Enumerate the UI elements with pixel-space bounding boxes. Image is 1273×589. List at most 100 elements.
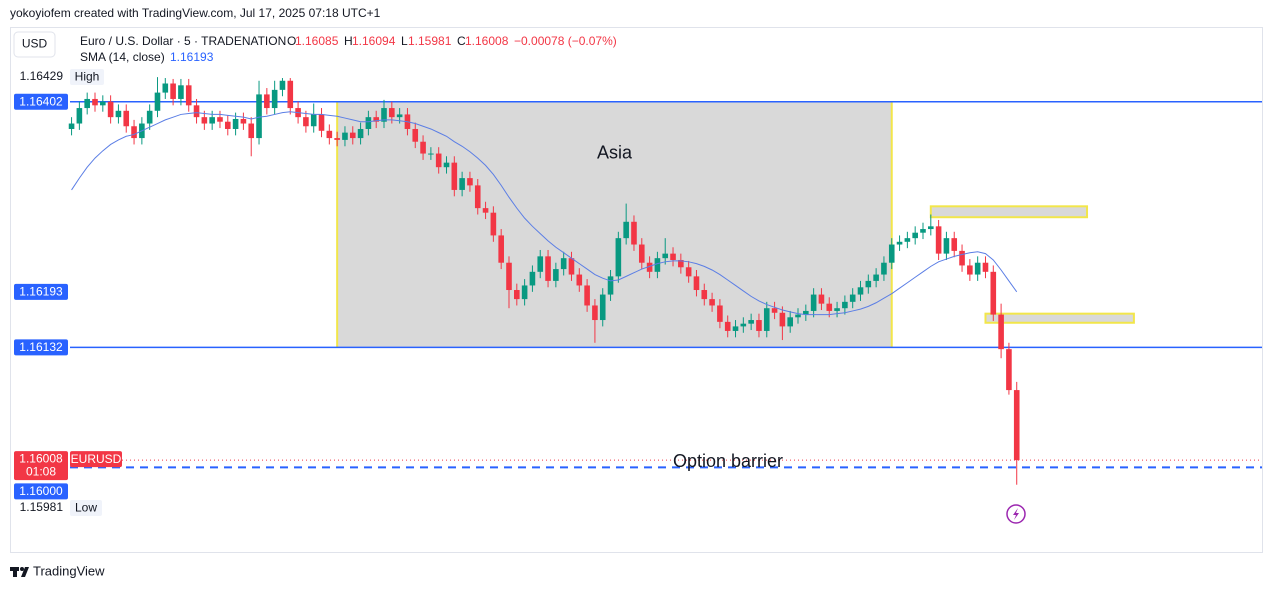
candle-body — [935, 226, 942, 254]
candle-body — [670, 253, 676, 260]
candle-body — [185, 85, 192, 106]
candle-body — [779, 312, 786, 327]
high-value: 1.16429 — [20, 69, 64, 83]
candle-body — [685, 267, 692, 277]
candle-body — [951, 238, 958, 251]
alert-icon[interactable] — [1006, 504, 1026, 524]
low-value: 1.15981 — [20, 500, 64, 514]
symbol-tag-bg — [70, 451, 122, 468]
credit: yokoyiofem created with TradingView.com,… — [10, 6, 381, 20]
candle-body — [560, 258, 567, 270]
price-line-tag: 1.16132 — [19, 340, 63, 354]
candle-body — [803, 310, 809, 315]
candle-body — [498, 235, 504, 263]
candle-body — [654, 258, 661, 272]
price-line-tag: 1.16402 — [19, 94, 63, 108]
candle-body — [84, 98, 90, 109]
candle-body — [357, 128, 364, 139]
candle-body — [490, 212, 497, 236]
candle-body — [1006, 349, 1012, 391]
candle-body — [76, 108, 83, 124]
sma-tag-bg — [14, 283, 68, 300]
candle-body — [224, 121, 231, 129]
ohlc-value: 1.15981 — [408, 34, 452, 48]
price-line-tag: 1.16000 — [19, 484, 63, 498]
candle-body — [592, 305, 598, 321]
candle-body — [521, 285, 528, 300]
candle-body — [435, 153, 442, 168]
brand-logo — [10, 567, 29, 577]
candle-body — [310, 114, 317, 127]
candle-body — [943, 238, 950, 254]
candle-body — [693, 276, 700, 291]
ohlc-value: 1.16085 — [295, 34, 339, 48]
currency-button[interactable] — [13, 31, 56, 58]
candle-body — [537, 256, 544, 272]
symbol-tag: EURUSD — [71, 452, 122, 466]
candle-body — [724, 321, 731, 331]
candle-body — [115, 110, 122, 118]
ohlc-label: O — [287, 34, 296, 48]
candle-body — [287, 80, 294, 109]
candle-body — [974, 262, 981, 275]
series-layer — [68, 77, 1262, 485]
candle-body — [420, 141, 426, 154]
candle-body — [888, 244, 895, 263]
candle-body — [412, 128, 419, 142]
candle-body — [506, 262, 512, 291]
candle-body — [474, 185, 481, 209]
candle-body — [568, 258, 575, 275]
high-text-bg — [70, 69, 104, 85]
candle-body — [381, 108, 387, 122]
candle-body — [373, 117, 380, 122]
drawings-layer — [70, 100, 1262, 469]
candle-body — [232, 118, 239, 129]
candle-body — [146, 110, 153, 124]
candle-body — [342, 132, 348, 140]
candle-body — [896, 241, 903, 245]
candle-body — [623, 221, 629, 239]
candle-body — [904, 238, 911, 242]
candle-body — [826, 303, 833, 311]
candle-body — [748, 320, 754, 324]
candle-body — [396, 114, 403, 118]
candle-body — [982, 262, 989, 272]
price-line-tag-bg — [14, 93, 68, 110]
currency[interactable]: USD — [22, 37, 48, 51]
candle-body — [732, 326, 739, 331]
chart-title: Euro / U.S. Dollar · 5 · TRADENATION — [80, 34, 286, 48]
candle-body — [107, 101, 114, 118]
candle-body — [615, 238, 622, 277]
candle-body — [818, 294, 825, 304]
candle-body — [763, 308, 770, 331]
candle-body — [170, 83, 176, 99]
candle-body — [873, 274, 879, 281]
candle-body — [162, 83, 169, 93]
candle-body — [256, 94, 262, 139]
candle-body — [576, 274, 583, 286]
brand: TradingView — [33, 563, 105, 578]
candle-body — [529, 271, 536, 286]
zone — [984, 312, 1135, 324]
candle-body — [209, 117, 215, 124]
candle-body — [482, 208, 489, 213]
candle-body — [123, 110, 130, 127]
candle-body — [607, 276, 614, 295]
candle-body — [1013, 390, 1020, 461]
candle-body — [545, 256, 551, 281]
indicator-name: SMA (14, close) — [80, 50, 165, 64]
session-label: Asia — [597, 142, 633, 162]
candle-body — [553, 269, 559, 281]
candle-body — [428, 153, 434, 155]
candle-body — [240, 118, 247, 124]
candle-body — [756, 320, 762, 331]
countdown: 01:08 — [26, 464, 56, 478]
candle-body — [68, 123, 75, 129]
last-price-tag-bg — [14, 451, 68, 481]
candle-body — [389, 108, 395, 118]
candle-body — [717, 305, 723, 322]
high-text: High — [75, 70, 100, 84]
candle-body — [842, 301, 848, 309]
candle-body — [834, 308, 840, 311]
